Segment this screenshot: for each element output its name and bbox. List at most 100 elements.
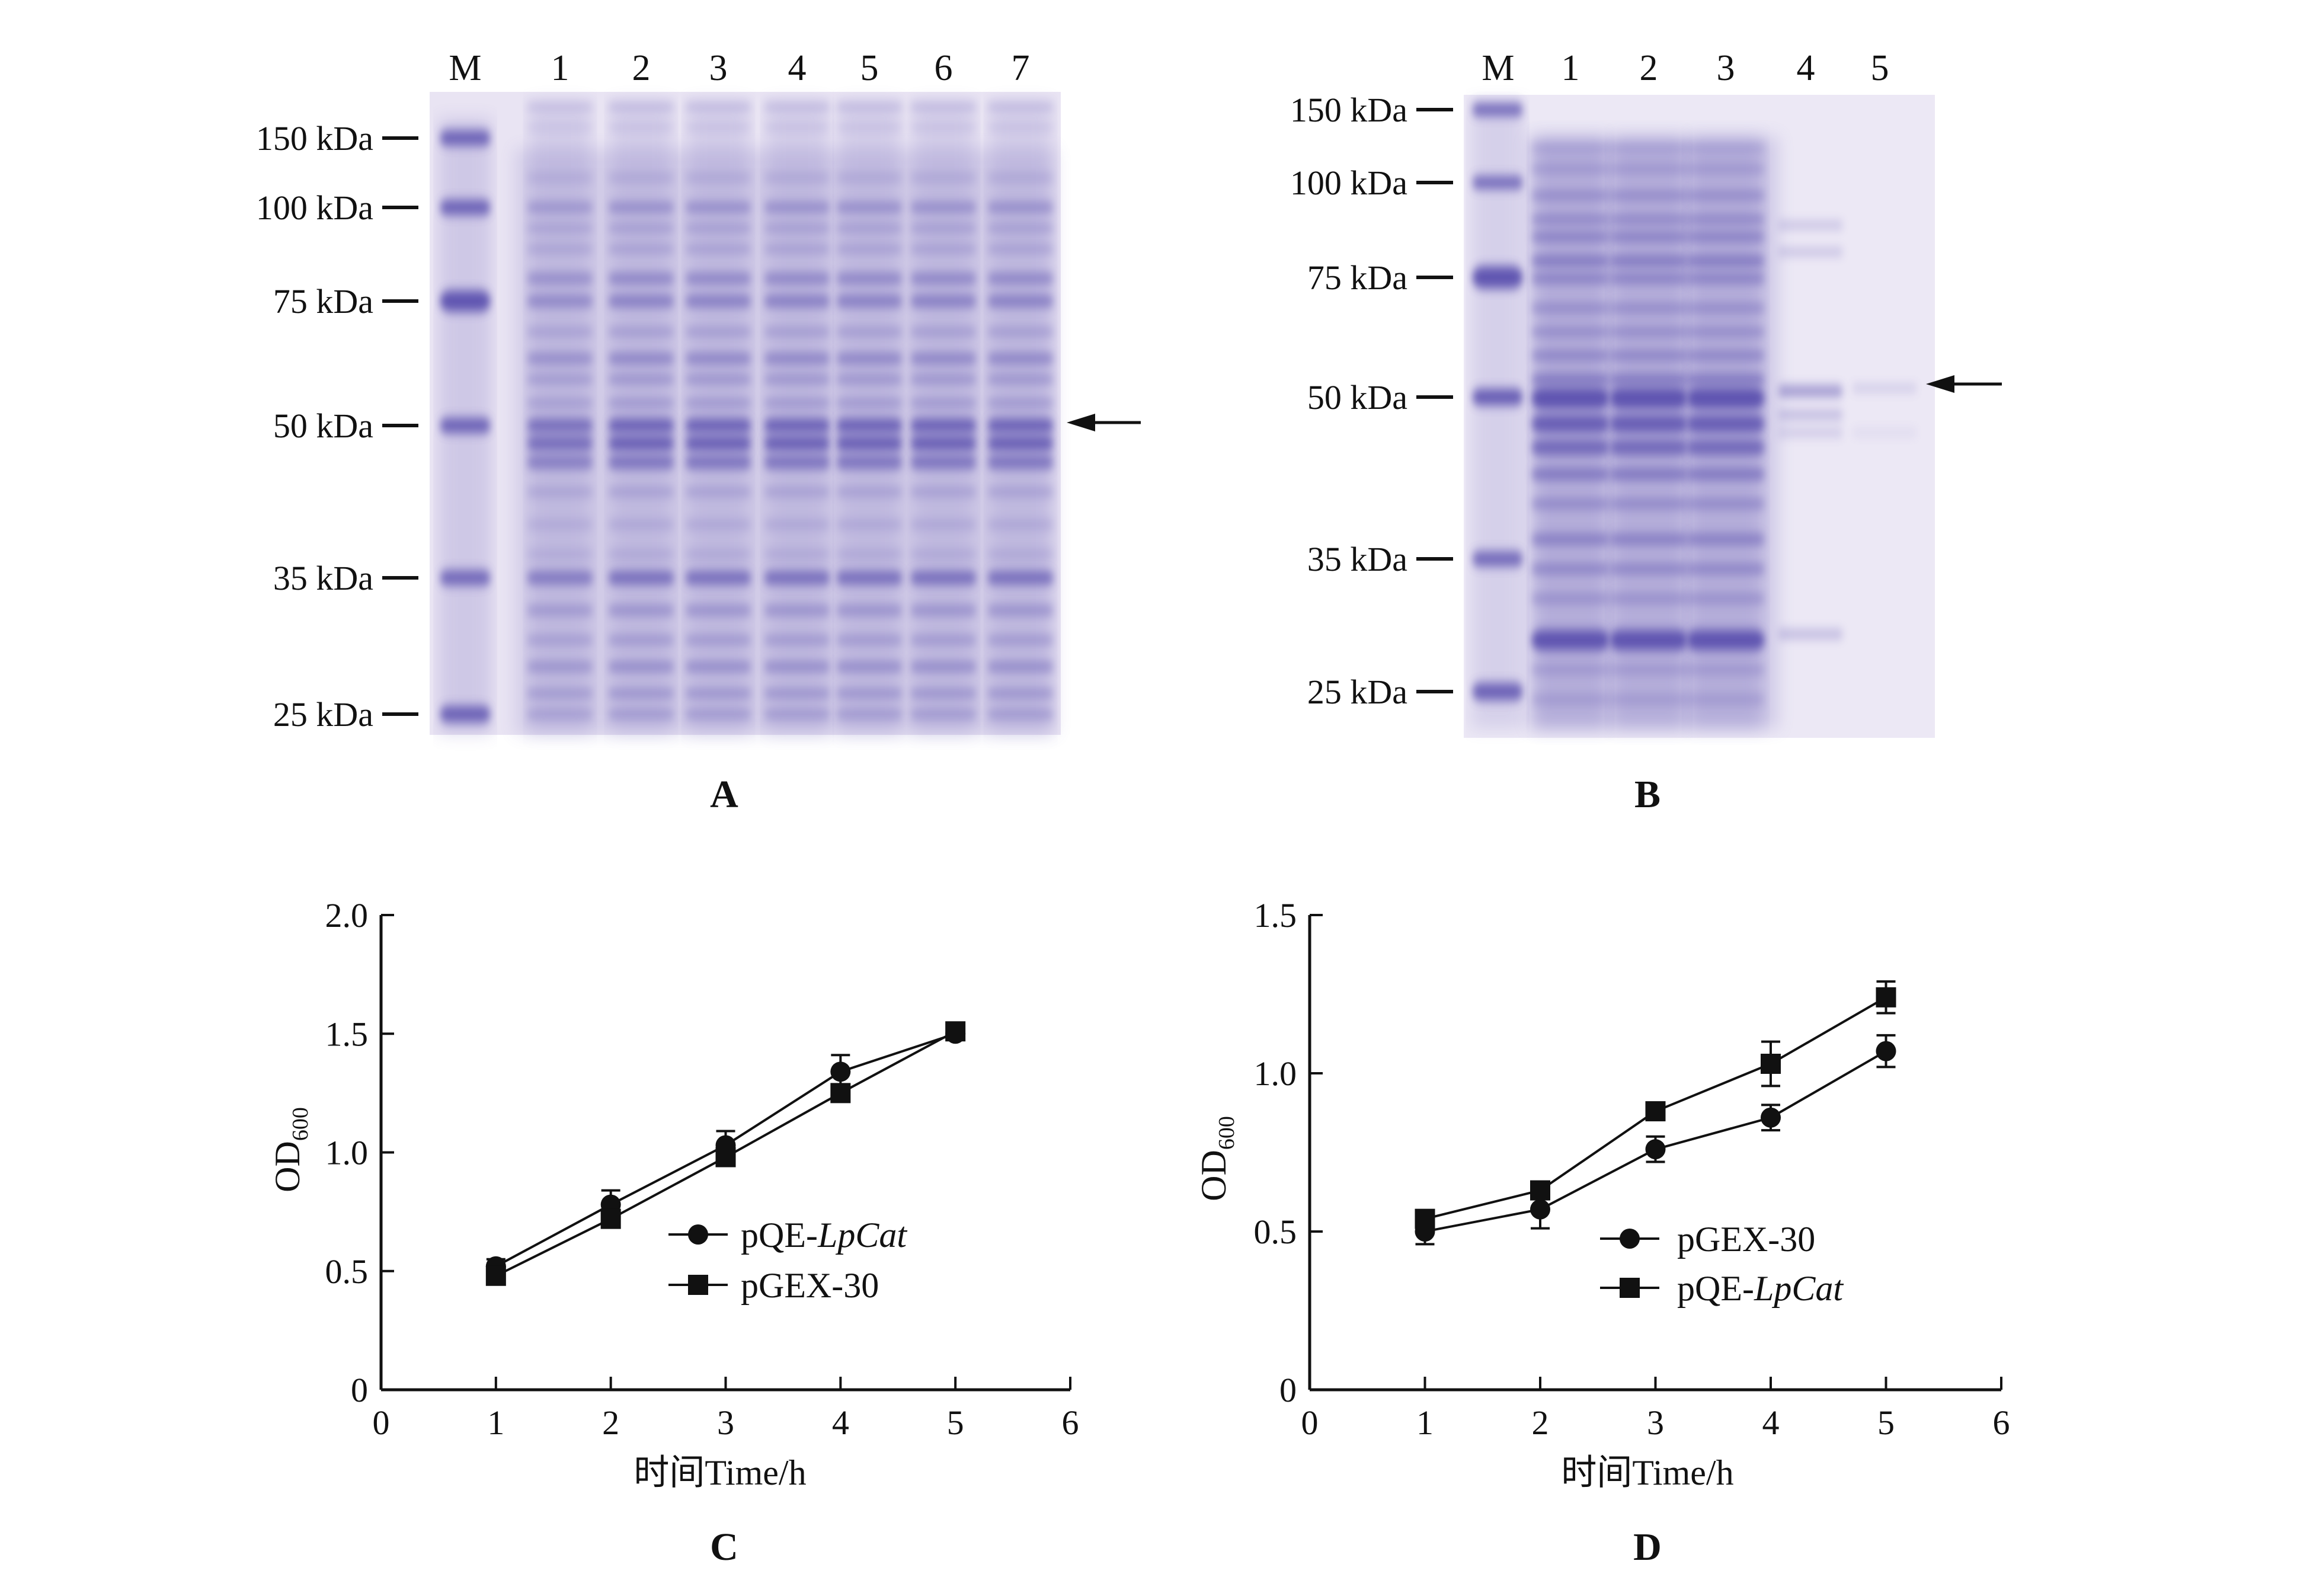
gel-band (1687, 232, 1765, 242)
gel-band (1472, 551, 1523, 567)
gel-band (685, 328, 751, 336)
gel-b-lane-labels: M 1 2 3 4 5 (1482, 48, 1889, 88)
gel-band (836, 436, 903, 451)
gel-band (527, 273, 593, 284)
gel-band (1610, 232, 1688, 242)
chart-d-axes (1308, 914, 2002, 1392)
data-point (1761, 1053, 1781, 1074)
gel-band (764, 551, 830, 557)
gel-band (685, 488, 751, 495)
gel-band (1687, 255, 1765, 266)
gel-band (1531, 232, 1610, 242)
gel-band (1610, 666, 1688, 673)
gel-band (987, 689, 1054, 698)
gel-band (1778, 249, 1843, 255)
chart-d-series (1415, 980, 1896, 1246)
gel-band (987, 125, 1054, 130)
gel-band (1610, 165, 1688, 172)
series-1 (1415, 980, 1896, 1229)
gel-band (440, 418, 491, 433)
gel-band (987, 436, 1054, 451)
gel-band (836, 571, 903, 584)
gel-band (764, 245, 830, 252)
gel-band (910, 662, 977, 671)
x-tick-label: 2 (1532, 1403, 1549, 1442)
gel-band (764, 328, 830, 336)
data-point (1415, 1208, 1435, 1229)
lane-label: 5 (860, 48, 879, 88)
gel-band (910, 203, 977, 212)
lane-label: 3 (1717, 48, 1735, 88)
gel-band (764, 399, 830, 407)
gel-band (527, 225, 593, 232)
marker-label: 150 kDa (1290, 91, 1407, 129)
gel-band (527, 104, 593, 110)
marker-label: 35 kDa (273, 559, 373, 597)
gel-band (527, 436, 593, 451)
gel-band (440, 570, 491, 586)
gel-band (987, 273, 1054, 284)
gel-band (836, 662, 903, 671)
gel-band (1687, 666, 1765, 673)
gel-band (1778, 630, 1843, 638)
gel-band (685, 273, 751, 284)
gel-band (685, 606, 751, 615)
gel-band (1531, 165, 1610, 172)
marker-label: 25 kDa (1307, 673, 1407, 711)
gel-band (1531, 145, 1610, 151)
gel-band (764, 295, 830, 307)
gel-band (527, 295, 593, 307)
x-tick-label: 0 (1301, 1403, 1319, 1442)
lane-label: 1 (551, 48, 569, 88)
gel-band (685, 418, 751, 433)
gel-band (527, 375, 593, 383)
gel-band (608, 571, 674, 584)
gel-band (1531, 388, 1610, 409)
gel-band (1531, 255, 1610, 266)
gel-panel-b: M 1 2 3 4 5 150 kDa 100 kDa 75 kDa 50 kD… (1290, 48, 2002, 816)
gel-band (836, 225, 903, 232)
gel-band (764, 273, 830, 284)
gel-band (685, 245, 751, 252)
gel-band (685, 436, 751, 451)
gel-band (527, 488, 593, 495)
gel-band (608, 551, 674, 557)
gel-band (685, 522, 751, 527)
x-tick-label: 2 (602, 1403, 619, 1442)
gel-band (608, 399, 674, 407)
chart-d-legend: pGEX-30 pQE-LpCat (1600, 1220, 1844, 1308)
chart-d-x-tick-labels: 0 1 2 3 4 5 6 (1301, 1403, 2010, 1442)
gel-band (1610, 388, 1688, 409)
lane-label: 4 (788, 48, 807, 88)
gel-band (836, 636, 903, 644)
gel-band (685, 125, 751, 130)
gel-band (1610, 255, 1688, 266)
gel-band (1687, 304, 1765, 312)
y-tick-label: 1.5 (1254, 896, 1297, 935)
gel-band (1610, 328, 1688, 336)
gel-band (910, 104, 977, 110)
series-0 (1415, 1034, 1896, 1246)
gel-band (910, 399, 977, 407)
data-point (485, 1265, 506, 1286)
gel-band (987, 636, 1054, 644)
gel-band (1687, 630, 1765, 650)
gel-band (1610, 374, 1688, 385)
gel-band (440, 200, 491, 215)
lane-label: 3 (709, 48, 728, 88)
data-point (1530, 1180, 1550, 1201)
gel-band (836, 273, 903, 284)
gel-band (608, 104, 674, 110)
gel-band (910, 353, 977, 364)
gel-band (987, 245, 1054, 252)
gel-band (685, 551, 751, 557)
y-tick-label: 1.0 (1254, 1054, 1297, 1093)
gel-band (910, 522, 977, 527)
gel-band (1531, 274, 1610, 283)
gel-band (1687, 594, 1765, 603)
gel-band (1472, 103, 1523, 116)
gel-band (685, 353, 751, 364)
x-tick-label: 3 (1647, 1403, 1664, 1442)
gel-band (527, 175, 593, 181)
data-point (830, 1083, 851, 1104)
